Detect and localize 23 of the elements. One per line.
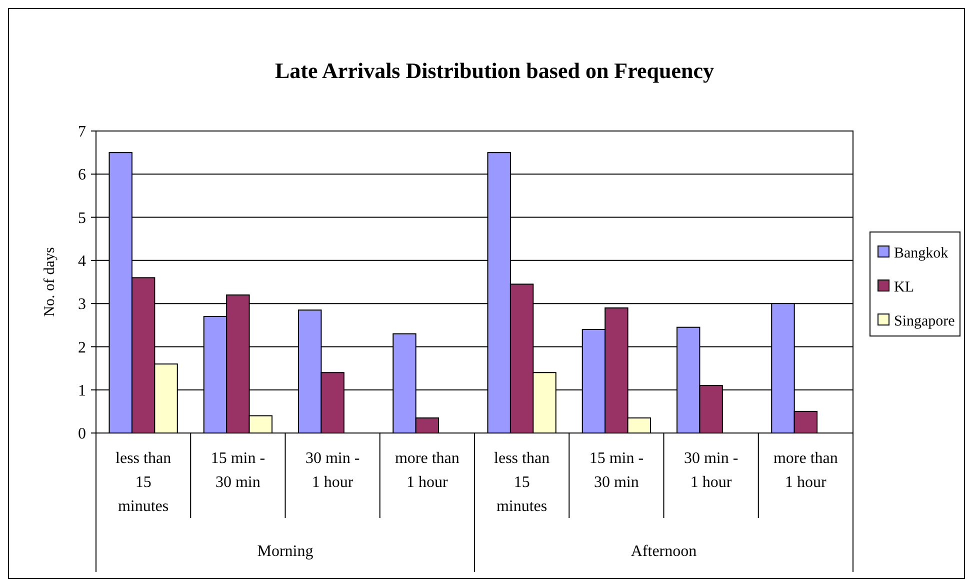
y-tick-label: 6	[78, 166, 86, 184]
y-tick-label: 2	[78, 339, 86, 356]
chart-title: Late Arrivals Distribution based on Frequency	[274, 58, 714, 83]
x-tick-label: less than 15 minutes	[116, 450, 172, 515]
text: Morning	[257, 543, 314, 560]
x-tick-label: 15 min - 30 min	[589, 450, 644, 491]
y-tick-label: 0	[78, 426, 86, 443]
legend-label: KL	[894, 279, 914, 296]
y-tick-label: 1	[78, 382, 86, 400]
x-tick-label: more than 1 hour	[394, 450, 460, 491]
x-tick-label: less than 15 minutes	[494, 450, 550, 515]
y-tick-label: 4	[78, 253, 86, 270]
x-tick-label: 15 min - 30 min	[210, 450, 266, 491]
y-tick-label: 5	[78, 210, 86, 227]
x-tick-label: more than 1 hour	[773, 450, 838, 491]
legend-label: Singapore	[894, 313, 956, 330]
x-tick-label: 30 min - 1 hour	[684, 450, 738, 491]
y-axis-title: No. of days	[42, 247, 58, 317]
y-tick-label: 3	[78, 296, 86, 314]
x-tick-label: 30 min - 1 hour	[305, 450, 360, 491]
legend-label: Bangkok	[894, 245, 949, 262]
text: Afternoon	[630, 543, 697, 560]
y-tick-label: 7	[78, 124, 86, 141]
